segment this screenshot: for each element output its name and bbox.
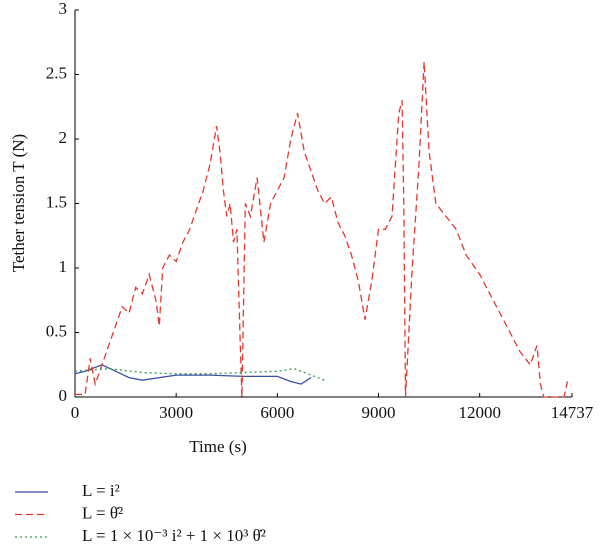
x-tick-label: 0 (71, 403, 80, 422)
legend-label: L = θ̇² (82, 503, 123, 522)
y-tick-label: 2.5 (46, 63, 67, 82)
x-tick-label: 14737 (551, 403, 594, 422)
series-line (74, 364, 312, 385)
series-line (74, 367, 325, 381)
x-axis-label: Time (s) (189, 437, 246, 456)
y-tick-label: 0 (59, 386, 68, 405)
y-tick-label: 3 (59, 0, 68, 18)
x-tick-label: 6000 (260, 403, 294, 422)
x-tick-label: 12000 (458, 403, 501, 422)
legend-label: L = 1 × 10⁻³ i² + 1 × 10³ θ̇² (82, 526, 266, 545)
y-tick-label: 1.5 (46, 192, 67, 211)
y-axis-label: Tether tension T (N) (9, 134, 28, 272)
legend-label: L = i² (82, 481, 120, 500)
y-tick-label: 0.5 (46, 321, 67, 340)
y-tick-label: 2 (59, 128, 68, 147)
series-line (75, 61, 569, 398)
x-tick-label: 3000 (159, 403, 193, 422)
x-tick-label: 9000 (362, 403, 396, 422)
y-tick-label: 1 (59, 257, 68, 276)
